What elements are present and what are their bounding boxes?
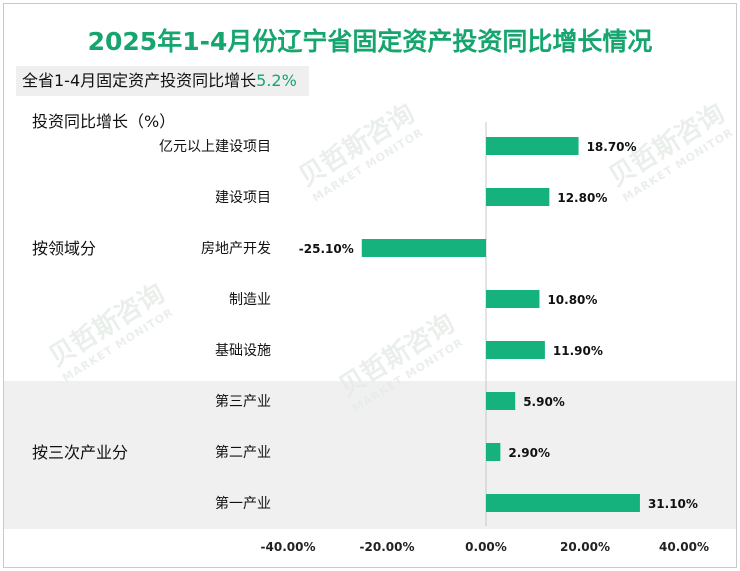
data-label: 18.70%: [587, 140, 637, 154]
x-tick-label: 20.00%: [560, 540, 610, 554]
data-label: 5.90%: [523, 395, 565, 409]
bar: [486, 494, 640, 512]
y-axis-label: 投资同比增长（%）: [32, 112, 176, 131]
category-label: 第二产业: [215, 444, 271, 461]
bar: [486, 392, 516, 410]
chart-frame: 贝哲斯咨询 MARKET MONITOR 贝哲斯咨询 MARKET MONITOR …: [3, 3, 737, 568]
bar-chart: 亿元以上建设项目 18.70% 建设项目 12.80% 房地产开发 -25.10% 制造业 1…: [32, 122, 709, 554]
bar: [486, 188, 550, 206]
x-tick-label: -20.00%: [360, 540, 415, 554]
bar: [486, 290, 540, 308]
data-label: 31.10%: [648, 497, 698, 511]
category-label: 建设项目: [215, 190, 271, 206]
category-label: 亿元以上建设项目: [159, 139, 271, 155]
summary-text: 全省1-4月固定资产投资同比增长: [22, 71, 257, 90]
bar: [486, 341, 545, 359]
data-label: 12.80%: [557, 191, 607, 205]
x-tick-label: 0.00%: [465, 540, 507, 554]
category-label: 制造业: [229, 292, 271, 308]
category-label: 基础设施: [215, 342, 271, 359]
data-label: 10.80%: [547, 293, 597, 307]
summary-value: 5.2%: [256, 71, 297, 90]
data-label: 11.90%: [553, 344, 603, 358]
data-label: -25.10%: [299, 242, 354, 256]
x-tick-label: -40.00%: [261, 540, 316, 554]
category-label: 第一产业: [215, 495, 271, 512]
category-label: 第三产业: [215, 393, 271, 410]
bar: [486, 443, 501, 461]
category-label: 房地产开发: [201, 241, 271, 257]
summary-box: 全省1-4月固定资产投资同比增长5.2%: [16, 66, 309, 96]
chart-title: 2025年1-4月份辽宁省固定资产投资同比增长情况: [87, 27, 653, 56]
group-label: 按三次产业分: [32, 443, 128, 462]
group-label: 按领域分: [32, 239, 96, 258]
data-label: 2.90%: [508, 446, 550, 460]
x-tick-label: 40.00%: [659, 540, 709, 554]
bar: [486, 137, 579, 155]
bar: [361, 239, 486, 257]
